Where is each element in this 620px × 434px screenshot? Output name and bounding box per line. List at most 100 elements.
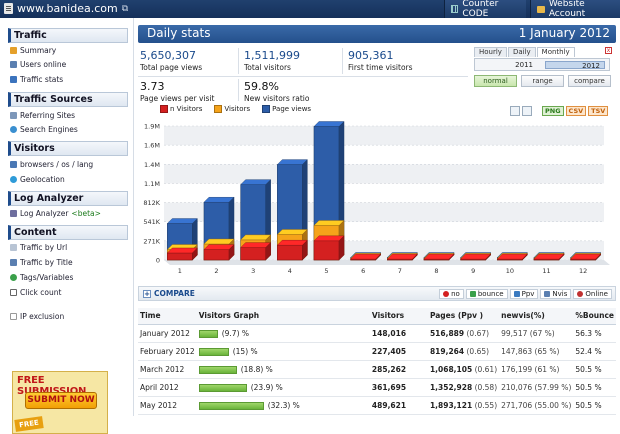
free-submission-banner[interactable]: FREE SUBMISSION SUBMIT NOW FREE	[12, 371, 108, 434]
metric-tab-bounce[interactable]: bounce	[465, 289, 508, 299]
sidebar-item-search-engines[interactable]: Search Engines	[10, 123, 78, 135]
sidebar-section-log-analyzer[interactable]: Log Analyzer	[8, 191, 128, 206]
col-visitors[interactable]: Visitors	[369, 308, 428, 325]
chart-bar[interactable]	[350, 253, 382, 261]
chart-bars	[166, 121, 602, 261]
folder-icon	[537, 5, 545, 13]
chart-bar[interactable]	[313, 235, 345, 261]
document-icon	[4, 3, 13, 14]
x-tick-label: 3	[251, 267, 255, 275]
sidebar-item-click-count[interactable]: Click count	[10, 286, 61, 298]
sidebar-item-traffic-stats[interactable]: Traffic stats	[10, 73, 63, 85]
cell-visitors: 148,016	[369, 324, 428, 343]
chart-x-ticks: 1 2 3 4 5 6 7 8 9 10 11 12	[178, 267, 588, 275]
sidebar-item-traffic-by-url[interactable]: Traffic by Url	[10, 241, 67, 253]
export-png-button[interactable]: PNG	[542, 106, 564, 116]
col-bounce[interactable]: %Bounce	[573, 308, 616, 325]
year-2012[interactable]: 2012	[545, 61, 605, 70]
sidebar-item-summary[interactable]: Summary	[10, 44, 56, 56]
sidebar-item-browsers[interactable]: browsers / os / lang	[10, 158, 93, 170]
chart-bar[interactable]	[570, 253, 602, 261]
chart-bar[interactable]	[203, 244, 235, 261]
search-icon	[10, 125, 17, 133]
period-selector: Hourly Daily Monthly x 2011 2012 normal …	[474, 47, 612, 93]
export-toolbar: PNG CSV TSV	[510, 106, 609, 116]
compare-toggle[interactable]: + COMPARE	[143, 289, 195, 298]
export-csv-button[interactable]: CSV	[565, 106, 587, 116]
chart-bar[interactable]	[240, 242, 272, 261]
metric-tab-ppv[interactable]: Ppv	[509, 289, 539, 299]
legend-swatch	[262, 105, 271, 113]
grid-icon	[451, 5, 459, 13]
chart-bar[interactable]	[276, 239, 308, 261]
sidebar-item-ip-exclusion[interactable]: IP exclusion	[10, 310, 64, 322]
online-icon	[577, 291, 584, 297]
legend-visitors[interactable]: Visitors	[214, 105, 250, 113]
divider	[342, 48, 343, 74]
sidebar-item-geolocation[interactable]: Geolocation	[10, 173, 65, 185]
cell-pages: 516,889 (0.67)	[427, 324, 500, 343]
visitors-share-bar	[198, 401, 264, 410]
chart-bar[interactable]	[460, 253, 492, 261]
legend-new-visitors[interactable]: n Visitors	[160, 105, 202, 113]
counter-code-button[interactable]: Counter CODE	[444, 0, 526, 19]
col-visitors-graph[interactable]: Visitors Graph	[196, 308, 370, 325]
sidebar-item-referring-sites[interactable]: Referring Sites	[10, 109, 75, 121]
chart-bar[interactable]	[533, 253, 565, 261]
y-tick-label: 812K	[143, 199, 160, 207]
tab-monthly[interactable]: Monthly	[536, 47, 575, 57]
website-account-button[interactable]: Website Account	[530, 0, 620, 19]
visitors-share-bar	[198, 347, 229, 356]
cursor-icon	[10, 288, 17, 296]
metric-tab-no[interactable]: no	[439, 289, 464, 299]
sidebar-section-traffic-sources[interactable]: Traffic Sources	[8, 92, 128, 107]
legend-swatch	[160, 105, 168, 113]
sidebar-item-traffic-by-title[interactable]: Traffic by Title	[10, 256, 73, 268]
website-account-label: Website Account	[548, 0, 586, 19]
sidebar-item-tags-variables[interactable]: Tags/Variables	[10, 271, 73, 283]
legend-page-views[interactable]: Page views	[262, 105, 311, 113]
sidebar-item-users-online[interactable]: Users online	[10, 58, 66, 70]
external-link-icon[interactable]: ⧉	[121, 3, 129, 14]
summary-icon	[10, 46, 17, 54]
tab-daily[interactable]: Daily	[507, 47, 536, 57]
submit-now-button[interactable]: SUBMIT NOW	[25, 392, 97, 409]
free-tag: FREE	[14, 416, 44, 432]
metric-tab-online[interactable]: Online	[573, 289, 612, 299]
table-view-icon[interactable]	[522, 106, 532, 116]
cell-pages: 1,352,928 (0.58)	[427, 378, 500, 397]
compare-button[interactable]: compare	[568, 75, 611, 87]
chart-bar[interactable]	[423, 253, 455, 261]
grid-band	[164, 221, 604, 241]
cell-visitors-graph: (23.9) %	[196, 378, 370, 397]
metric-tab-nvis[interactable]: Nvis	[540, 289, 572, 299]
sidebar-item-log-analyzer[interactable]: Log Analyzer <beta>	[10, 207, 101, 219]
col-time[interactable]: Time	[138, 308, 197, 325]
normal-button[interactable]: normal	[474, 75, 517, 87]
sidebar-section-visitors[interactable]: Visitors	[8, 141, 128, 156]
cell-newvis: 147,863 (65 %)	[499, 342, 574, 361]
close-icon[interactable]: x	[605, 47, 612, 54]
chart-bar[interactable]	[496, 253, 528, 261]
chart-type-icon[interactable]	[510, 106, 520, 116]
col-pages[interactable]: Pages (Ppv )	[427, 308, 500, 325]
x-tick-label: 12	[579, 267, 587, 275]
col-newvis[interactable]: newvis(%)	[499, 308, 574, 325]
x-tick-label: 6	[361, 267, 365, 275]
chart-bar[interactable]	[386, 253, 418, 261]
nvis-icon	[544, 291, 551, 297]
chart-bar[interactable]	[166, 247, 198, 261]
users-icon	[10, 60, 17, 68]
export-tsv-button[interactable]: TSV	[588, 106, 609, 116]
sidebar: Traffic Summary Users online Traffic sta…	[0, 18, 134, 434]
range-button[interactable]: range	[521, 75, 564, 87]
site-logo[interactable]: www.banidea.com ⧉	[4, 2, 128, 15]
sidebar-section-content[interactable]: Content	[8, 225, 128, 240]
sidebar-section-traffic[interactable]: Traffic	[8, 28, 128, 43]
tab-hourly[interactable]: Hourly	[474, 47, 507, 57]
compare-toolbar: + COMPARE no bounce Ppv Nvis Online	[138, 286, 616, 301]
x-tick-label: 1	[178, 267, 182, 275]
x-tick-label: 8	[434, 267, 438, 275]
cell-time: March 2012	[138, 360, 197, 379]
year-2011[interactable]: 2011	[515, 61, 533, 69]
